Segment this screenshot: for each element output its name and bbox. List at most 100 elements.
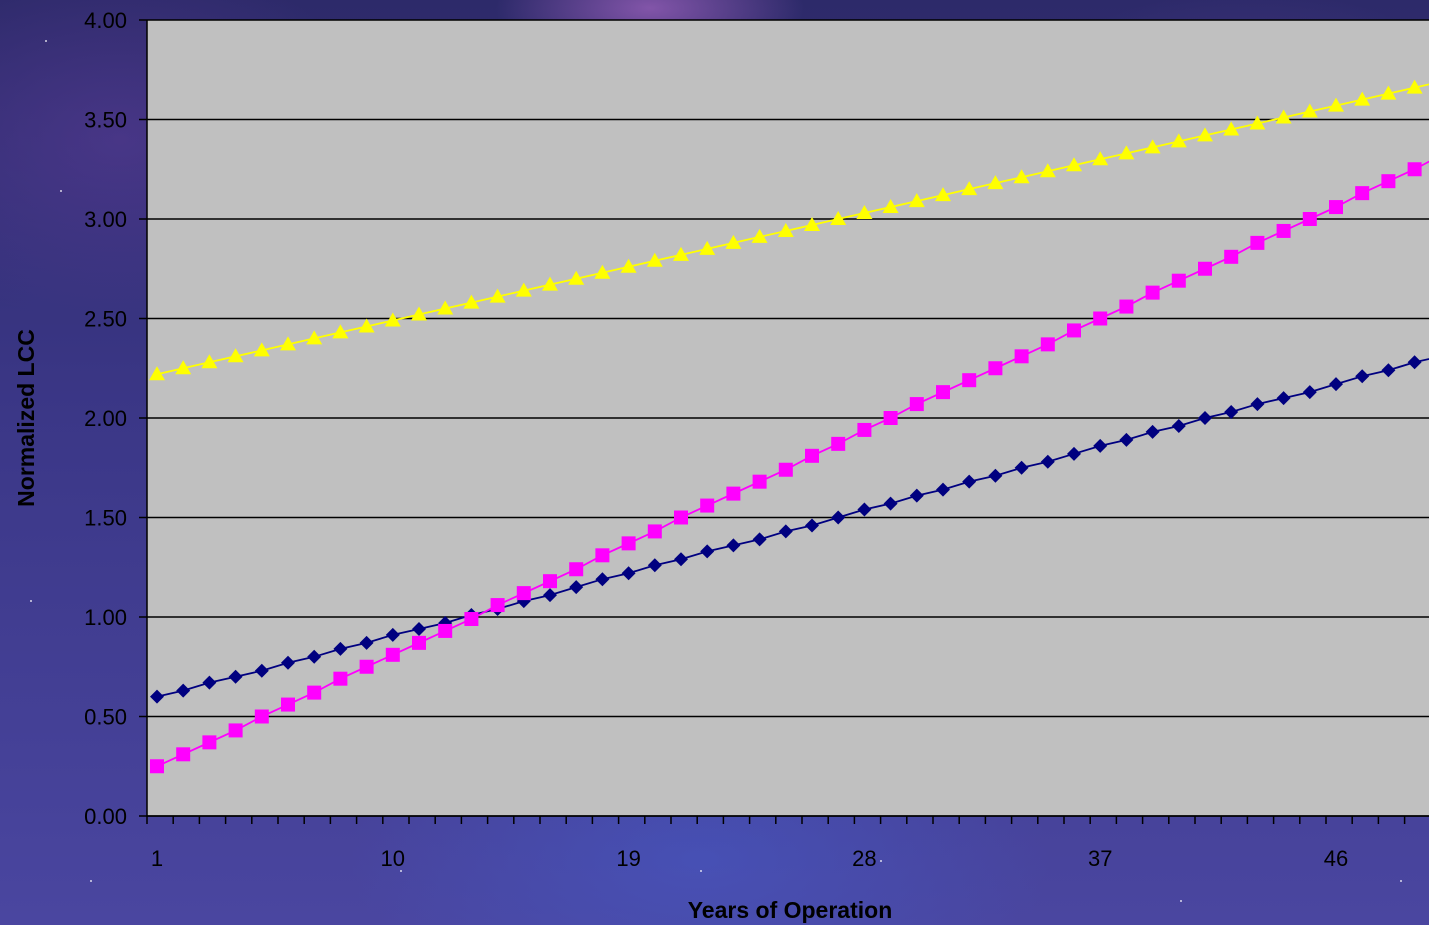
data-point-diamond <box>962 474 977 489</box>
data-point-triangle <box>227 348 244 363</box>
data-point-diamond <box>1355 369 1370 384</box>
star-decoration <box>700 870 702 872</box>
y-tick-label: 4.00 <box>84 8 127 33</box>
data-point-diamond <box>412 621 426 636</box>
data-point-diamond <box>1171 418 1186 433</box>
data-point-triangle <box>673 246 689 261</box>
data-point-diamond <box>1145 424 1160 439</box>
data-point-diamond <box>857 502 872 517</box>
data-point-square <box>700 498 715 513</box>
data-point-square <box>595 548 610 563</box>
x-tick-label: 28 <box>852 846 876 871</box>
data-point-diamond <box>569 580 584 595</box>
x-tick-label: 10 <box>381 846 405 871</box>
data-point-triangle <box>542 276 558 291</box>
data-point-triangle <box>1039 163 1056 178</box>
data-point-diamond <box>1198 411 1212 425</box>
data-point-triangle <box>751 228 768 243</box>
data-point-square <box>1276 223 1291 238</box>
data-point-square <box>1040 337 1055 352</box>
data-point-square <box>333 671 348 686</box>
data-point-triangle <box>987 175 1004 190</box>
data-point-triangle <box>437 300 454 315</box>
data-point-diamond <box>333 641 348 656</box>
y-tick-label: 2.00 <box>84 406 127 431</box>
data-point-diamond <box>281 655 295 670</box>
data-point-diamond <box>1093 438 1108 453</box>
data-point-diamond <box>752 532 767 547</box>
data-point-diamond <box>1407 355 1422 370</box>
data-point-triangle <box>1275 109 1292 124</box>
data-point-square <box>1381 174 1396 189</box>
data-point-diamond <box>988 468 1003 483</box>
data-point-diamond <box>385 627 400 642</box>
data-point-diamond <box>1381 363 1396 378</box>
data-point-diamond <box>1040 454 1055 469</box>
data-point-triangle <box>908 193 925 208</box>
y-tick-label: 2.50 <box>84 307 127 332</box>
data-point-diamond <box>254 663 269 678</box>
data-point-diamond <box>778 524 793 539</box>
data-point-diamond <box>1119 432 1134 447</box>
data-point-triangle <box>568 270 585 285</box>
data-point-square <box>254 709 269 724</box>
data-point-square <box>883 411 898 425</box>
data-point-triangle <box>594 264 611 279</box>
data-point-square <box>936 385 950 400</box>
x-tick-label: 46 <box>1324 846 1348 871</box>
data-point-square <box>438 623 453 638</box>
series-diamond <box>150 355 1429 704</box>
data-point-square <box>778 462 793 477</box>
data-point-triangle <box>201 354 218 369</box>
data-point-triangle <box>1118 145 1135 160</box>
data-point-square <box>1145 285 1160 300</box>
data-point-square <box>359 659 374 674</box>
data-point-diamond <box>1276 391 1291 406</box>
data-point-triangle <box>1380 85 1397 100</box>
data-point-square <box>516 586 531 601</box>
star-decoration <box>1180 900 1182 902</box>
data-point-square <box>1014 349 1029 364</box>
data-point-square <box>543 574 557 589</box>
data-point-triangle <box>804 216 820 231</box>
data-point-triangle <box>463 294 480 309</box>
data-point-triangle <box>489 288 506 303</box>
data-point-square <box>1198 261 1212 276</box>
data-point-square <box>1171 273 1186 288</box>
star-decoration <box>880 860 882 862</box>
data-point-square <box>1119 299 1134 314</box>
y-tick-label: 1.00 <box>84 605 127 630</box>
x-axis-title: Years of Operation <box>688 897 893 923</box>
y-tick-label: 1.50 <box>84 506 127 531</box>
data-point-triangle <box>515 282 532 297</box>
data-point-triangle <box>856 205 873 220</box>
data-point-diamond <box>700 544 715 559</box>
data-point-square <box>962 373 977 388</box>
data-point-square <box>464 611 479 626</box>
data-point-diamond <box>1224 405 1239 420</box>
data-point-square <box>150 759 164 774</box>
data-point-triangle <box>306 330 323 345</box>
data-point-diamond <box>228 669 243 684</box>
data-point-square <box>1329 200 1343 215</box>
y-tick-label: 0.00 <box>84 804 127 829</box>
data-point-diamond <box>1250 397 1265 412</box>
data-point-triangle <box>1013 169 1030 184</box>
data-point-square <box>805 448 819 463</box>
data-point-diamond <box>1302 385 1317 400</box>
data-point-square <box>857 422 872 437</box>
data-point-triangle <box>384 312 401 327</box>
data-point-diamond <box>805 518 819 533</box>
data-point-triangle <box>411 306 427 321</box>
data-point-square <box>1407 162 1422 177</box>
data-point-diamond <box>202 675 217 690</box>
data-point-diamond <box>726 538 741 553</box>
data-point-triangle <box>175 360 192 375</box>
data-point-diamond <box>647 558 662 573</box>
star-decoration <box>400 870 402 872</box>
data-point-diamond <box>936 482 950 497</box>
data-point-square <box>385 647 400 662</box>
data-point-triangle <box>777 222 794 237</box>
data-point-diamond <box>176 683 191 698</box>
